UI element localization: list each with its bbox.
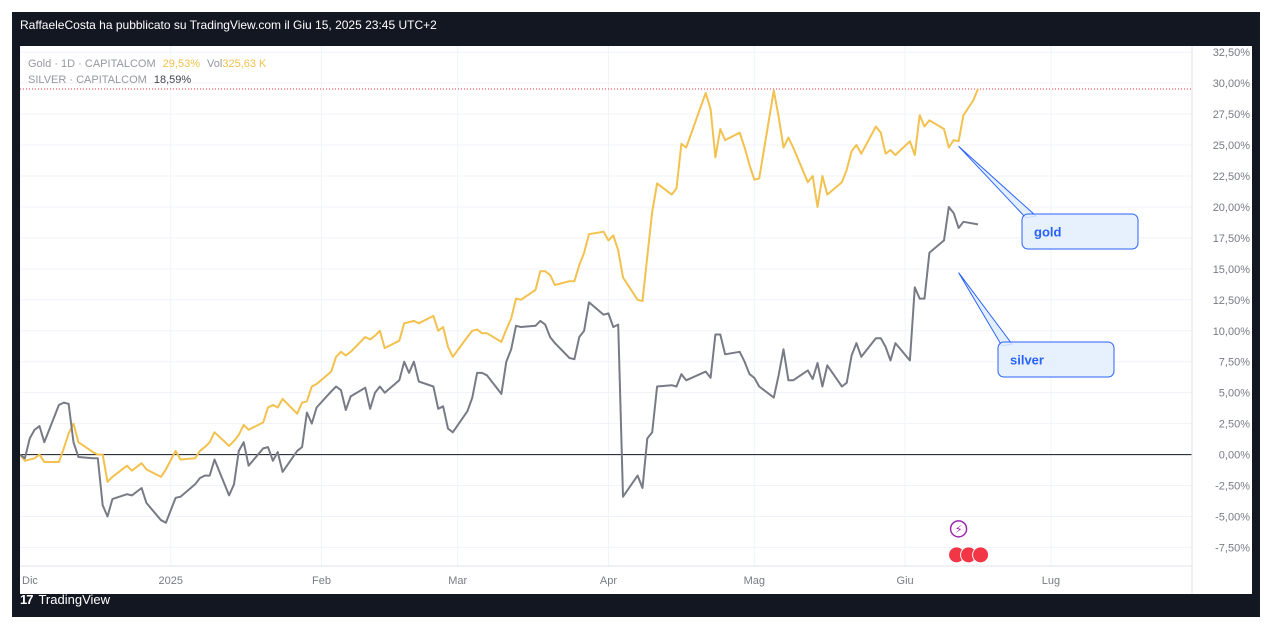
legend-gold[interactable]: Gold · 1D · CAPITALCOM 29,53% Vol325,63 … bbox=[28, 58, 266, 70]
y-tick-label: -2,50% bbox=[1215, 481, 1250, 493]
x-tick-label: Lug bbox=[1042, 575, 1060, 587]
legend-sep: · bbox=[78, 58, 82, 70]
y-tick-label: 0,00% bbox=[1219, 450, 1250, 462]
legend-gold-name: Gold bbox=[28, 58, 52, 70]
x-tick-label: Giu bbox=[897, 575, 914, 587]
y-tick-label: 25,00% bbox=[1213, 140, 1251, 152]
y-tick-label: 15,00% bbox=[1213, 264, 1251, 276]
y-tick-label: 30,00% bbox=[1213, 78, 1251, 90]
y-tick-label: 17,50% bbox=[1213, 233, 1251, 245]
legend-gold-source: CAPITALCOM bbox=[84, 58, 156, 70]
legend-gold-vol-label: Vol bbox=[207, 58, 223, 70]
legend-silver-name: SILVER bbox=[28, 74, 67, 86]
chart-svg[interactable]: 32,50% 30,00% 27,50% 25,00% 22,50% 20,00% 17,5… bbox=[20, 46, 1252, 594]
y-tick-label: 10,00% bbox=[1213, 326, 1251, 338]
x-tick-label: Feb bbox=[312, 575, 331, 587]
annotation-silver-text: silver bbox=[1010, 353, 1044, 368]
tradingview-logo[interactable]: 17 TradingView bbox=[20, 592, 110, 607]
y-tick-label: 27,50% bbox=[1213, 109, 1251, 121]
y-tick-label: 20,00% bbox=[1213, 202, 1251, 214]
x-tick-label: 2025 bbox=[159, 575, 183, 587]
dividend-event-icon bbox=[949, 520, 968, 538]
annotation-silver-box bbox=[997, 341, 1115, 378]
legend-gold-interval: 1D bbox=[61, 58, 76, 70]
legend-silver[interactable]: SILVER · CAPITALCOM 18,59% bbox=[28, 74, 191, 86]
y-tick-label: 22,50% bbox=[1213, 171, 1251, 183]
series-line-silver bbox=[20, 206, 979, 524]
y-tick-label: 32,50% bbox=[1213, 47, 1251, 59]
y-tick-label: -5,00% bbox=[1215, 511, 1250, 523]
y-tick-label: 7,50% bbox=[1219, 357, 1250, 369]
chart-area[interactable]: 32,50% 30,00% 27,50% 25,00% 22,50% 20,00% 17,5… bbox=[20, 46, 1252, 594]
y-tick-label: -7,50% bbox=[1215, 542, 1250, 554]
us-flag-event-icon bbox=[972, 546, 990, 564]
legend-silver-value: 18,59% bbox=[153, 74, 192, 86]
legend-silver-source: CAPITALCOM bbox=[76, 74, 147, 86]
tradingview-logo-mark: 17 bbox=[20, 592, 34, 607]
y-tick-label: 12,50% bbox=[1213, 295, 1251, 307]
annotation-gold-box bbox=[1021, 213, 1139, 250]
y-tick-label: 2,50% bbox=[1219, 419, 1250, 431]
x-tick-label: Dic bbox=[22, 575, 38, 587]
legend-sep: · bbox=[69, 74, 74, 86]
y-tick-label: 5,00% bbox=[1219, 388, 1250, 400]
legend-gold-value: 29,53% bbox=[162, 58, 200, 70]
tradingview-logo-text: TradingView bbox=[38, 592, 111, 607]
legend-gold-vol-value: 325,63 K bbox=[222, 58, 267, 70]
chart-frame: RaffaeleCosta ha pubblicato su TradingVi… bbox=[12, 12, 1260, 617]
annotation-gold-text: gold bbox=[1034, 225, 1061, 240]
series-line-gold bbox=[20, 88, 979, 483]
x-tick-label: Mag bbox=[744, 575, 765, 587]
annotation-silver-pointer bbox=[958, 272, 1013, 347]
legend-sep: · bbox=[54, 58, 58, 70]
x-tick-label: Apr bbox=[600, 575, 617, 587]
lightning-icon: ⚡ bbox=[955, 523, 963, 536]
x-tick-label: Mar bbox=[448, 575, 467, 587]
publication-header: RaffaeleCosta ha pubblicato su TradingVi… bbox=[20, 18, 437, 32]
